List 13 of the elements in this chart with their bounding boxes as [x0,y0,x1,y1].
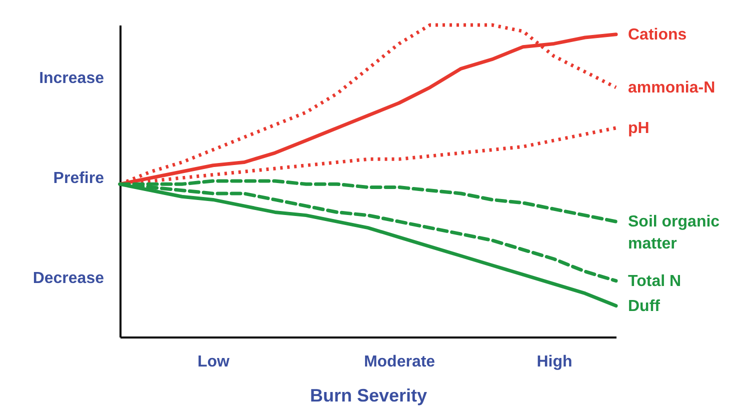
series-label: Duff [628,298,661,315]
x-axis-title: Burn Severity [310,386,428,406]
series-label: Total N [628,272,682,290]
series-label: Cations [628,26,687,44]
text: Increase [39,70,104,87]
series-label: pH [628,120,650,137]
x-tick-label: Moderate [364,354,436,370]
x-tick-label: Low [198,354,230,370]
series-label: ammonia-N [628,79,716,96]
series-label: Soil organic matter [628,214,720,253]
x-tick-label: High [536,354,572,370]
text: Decrease [32,270,104,287]
text: Prefire [53,170,104,187]
